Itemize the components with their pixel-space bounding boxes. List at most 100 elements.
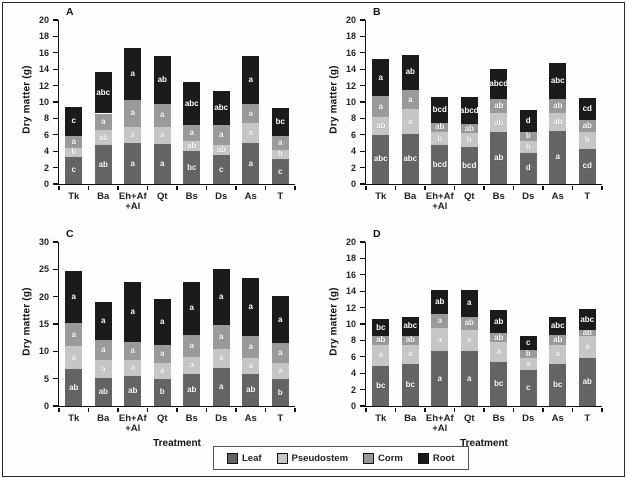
segment-corm: a: [153, 103, 171, 127]
significance-label: ab: [582, 376, 592, 386]
significance-label: abc: [550, 321, 565, 331]
significance-label: a: [378, 101, 383, 111]
segment-leaf: c: [271, 159, 289, 184]
x-tick-label-as: As: [244, 191, 257, 202]
significance-label: c: [219, 164, 224, 174]
significance-label: a: [189, 360, 194, 370]
x-tick-label-ds: Ds: [522, 191, 535, 202]
significance-label: d: [525, 163, 531, 173]
significance-label: b: [525, 131, 531, 141]
segment-root: ab: [490, 310, 508, 334]
x-tick-mark: [294, 186, 296, 190]
significance-label: ab: [435, 296, 445, 306]
significance-label: a: [278, 348, 283, 358]
y-tick-label: 20: [345, 15, 356, 25]
significance-label: abc: [96, 87, 111, 97]
y-tick-label: 18: [38, 31, 49, 42]
significance-label: ab: [157, 74, 167, 84]
y-tick-mark: [360, 117, 365, 120]
segment-corm: ab: [490, 98, 508, 113]
x-tick-mark: [365, 408, 367, 412]
significance-label: a: [278, 314, 283, 324]
legend-label: Root: [432, 452, 455, 464]
y-tick-mark: [360, 274, 365, 276]
bar-ds: c ab a abc: [212, 91, 230, 184]
segment-leaf: c: [65, 156, 83, 184]
segment-pseudostem: a: [401, 109, 419, 134]
segment-root: cd: [578, 97, 596, 121]
legend-label: Pseudostem: [291, 452, 349, 464]
x-tick-mark: [512, 186, 515, 190]
significance-label: a: [130, 362, 135, 372]
x-tick-mark: [264, 408, 267, 412]
y-tick-mark: [360, 134, 365, 136]
x-tick-label-qt: Qt: [156, 191, 168, 202]
y-tick-mark: [360, 388, 365, 391]
y-tick-label: 0: [43, 179, 49, 189]
y-tick-mark: [53, 19, 58, 21]
x-tick-mark: [365, 186, 367, 190]
significance-label: abc: [373, 154, 388, 164]
x-tick-mark: [87, 408, 90, 412]
segment-corm: a: [242, 104, 260, 124]
y-tick-mark: [53, 295, 58, 298]
x-tick-mark: [453, 186, 456, 190]
significance-label: a: [101, 363, 106, 373]
x-tick-label-ba: Ba: [404, 413, 417, 424]
x-tick-mark: [424, 186, 426, 190]
significance-label: a: [437, 316, 442, 326]
significance-label: ab: [494, 316, 504, 326]
x-tick-label-eh-af-al: Eh+Af +Al: [425, 191, 454, 212]
y-tick-label: 12: [345, 80, 356, 91]
segment-corm: a: [153, 345, 171, 364]
y-tick-mark: [360, 356, 365, 358]
y-tick-mark: [53, 377, 58, 380]
segment-root: a: [183, 281, 201, 335]
x-tick-label-tk: Tk: [375, 413, 387, 424]
segment-corm: a: [271, 136, 289, 150]
y-tick-mark: [360, 19, 365, 21]
segment-corm: a: [401, 89, 419, 110]
significance-label: bc: [376, 380, 386, 390]
y-tick-label: 8: [43, 113, 49, 124]
y-tick-label: 16: [345, 269, 356, 280]
bar-qt: bcd b ab abcd: [460, 97, 479, 184]
segment-leaf: a: [124, 143, 142, 184]
segment-root: a: [460, 289, 478, 317]
segment-pseudostem: b: [460, 133, 478, 148]
x-tick-mark: [394, 408, 397, 412]
significance-label: a: [467, 298, 472, 308]
y-tick-mark: [360, 150, 365, 152]
significance-label: b: [277, 387, 283, 397]
significance-label: ab: [435, 122, 445, 132]
significance-label: ab: [553, 117, 563, 127]
x-tick-mark: [117, 408, 119, 412]
significance-label: ab: [216, 144, 226, 154]
panel-d: D Dry matter (g) 0 2 4 6 8 10 12 14 16 18 20 bc a ab bc T…: [313, 226, 620, 449]
significance-label: a: [130, 306, 135, 316]
panel-b: B Dry matter (g) 0 2 4 6 8 10 12 14 16 18 20 abc ab a a T…: [313, 4, 620, 226]
x-tick-label-bs: Bs: [185, 413, 198, 424]
significance-label: ab: [553, 334, 563, 344]
segment-corm: a: [212, 324, 230, 349]
legend-label: Leaf: [242, 452, 262, 464]
segment-corm: a: [183, 124, 201, 142]
legend-item-corm: Corm: [363, 452, 403, 464]
x-tick-label-t: T: [584, 413, 591, 424]
segment-pseudostem: a: [431, 328, 449, 352]
segment-corm: ab: [431, 122, 449, 133]
significance-label: c: [526, 337, 531, 347]
panel-letter-c: C: [66, 228, 74, 240]
significance-label: a: [408, 94, 413, 104]
segment-corm: b: [519, 131, 537, 142]
significance-label: a: [248, 108, 253, 118]
legend: Leaf Pseudostem Corm Root: [213, 446, 469, 470]
segment-corm: ab: [549, 98, 567, 114]
significance-label: a: [378, 72, 383, 82]
y-tick-mark: [53, 405, 58, 407]
segment-root: abc: [401, 316, 419, 337]
segment-pseudostem: b: [578, 131, 596, 149]
legend-label: Corm: [378, 452, 403, 464]
panel-letter-b: B: [373, 6, 381, 18]
